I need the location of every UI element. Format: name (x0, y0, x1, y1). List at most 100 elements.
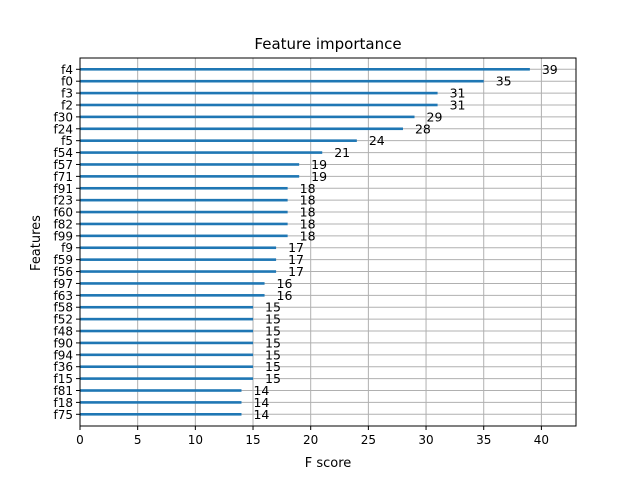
data-label: 14 (253, 395, 269, 410)
data-label: 15 (265, 359, 281, 374)
data-label: 35 (496, 74, 512, 89)
y-tick-label: f90 (54, 336, 74, 350)
bar (80, 365, 254, 369)
x-tick-label: 20 (303, 433, 318, 447)
data-label: 17 (288, 264, 304, 279)
bar (80, 68, 530, 71)
y-tick-label: f18 (54, 396, 74, 410)
y-tick-label: f60 (54, 206, 74, 220)
data-label: 16 (277, 276, 293, 291)
bar (80, 175, 300, 178)
data-label: 15 (265, 347, 281, 362)
data-label: 15 (265, 371, 281, 386)
x-tick-label: 40 (534, 433, 549, 447)
x-tick-label: 0 (76, 433, 84, 447)
data-label: 14 (253, 383, 269, 398)
x-tick-label: 35 (476, 433, 491, 447)
y-tick-label: f30 (54, 110, 74, 124)
bar (80, 294, 265, 297)
bar (80, 186, 288, 190)
bar (80, 91, 438, 95)
data-label: 29 (427, 109, 443, 124)
bar (80, 401, 242, 404)
y-tick-label: f5 (61, 134, 73, 148)
y-tick-label: f58 (54, 301, 74, 315)
x-axis-ticks: 0 5 10 15 20 25 30 35 40 (76, 426, 549, 447)
x-tick-label: 30 (418, 433, 433, 447)
data-label: 19 (311, 157, 327, 172)
y-tick-label: f54 (54, 146, 74, 160)
bar (80, 282, 265, 285)
bar (80, 103, 438, 107)
data-label: 31 (450, 97, 466, 112)
data-label: 28 (415, 121, 431, 136)
y-tick-label: f97 (54, 277, 74, 291)
data-label: 19 (311, 169, 327, 184)
bar (80, 341, 254, 345)
y-tick-label: f36 (54, 360, 74, 374)
x-tick-label: 10 (188, 433, 203, 447)
data-label: 18 (300, 181, 316, 196)
bar-series (80, 68, 530, 416)
y-tick-label: f3 (61, 87, 73, 101)
bar (80, 317, 254, 321)
bar (80, 329, 254, 333)
y-tick-label: f99 (54, 229, 74, 243)
bar (80, 305, 254, 309)
chart-title: Feature importance (254, 35, 401, 53)
bar (80, 246, 277, 250)
bar (80, 127, 403, 131)
y-tick-label: f48 (54, 325, 74, 339)
y-tick-label: f9 (61, 241, 73, 255)
data-label: 17 (288, 252, 304, 267)
data-label: 15 (265, 312, 281, 327)
bar (80, 413, 242, 416)
plot-frame (79, 57, 577, 427)
y-tick-label: f52 (54, 313, 74, 327)
y-tick-label: f4 (61, 63, 73, 77)
data-label: 15 (265, 335, 281, 350)
x-tick-label: 15 (245, 433, 260, 447)
bar (80, 270, 277, 273)
y-tick-label: f23 (54, 194, 74, 208)
bar (80, 234, 288, 238)
bar (80, 139, 357, 142)
x-tick-label: 25 (361, 433, 376, 447)
data-label: 15 (265, 324, 281, 339)
bar (80, 151, 323, 154)
y-tick-label: f57 (54, 158, 74, 172)
data-label: 16 (277, 288, 293, 303)
x-tick-label: 5 (134, 433, 142, 447)
y-tick-label: f63 (54, 289, 74, 303)
y-tick-label: f81 (54, 384, 74, 398)
bar (80, 222, 288, 226)
y-axis-ticks: f4f0f3f2f30f24f5f54f57f71f91f23f60f82f99… (54, 63, 80, 422)
bar (80, 389, 242, 392)
bar (80, 210, 288, 214)
data-label: 18 (300, 216, 316, 231)
y-tick-label: f91 (54, 182, 74, 196)
data-label: 18 (300, 205, 316, 220)
y-tick-label: f15 (54, 372, 74, 386)
y-tick-label: f82 (54, 217, 74, 231)
y-tick-label: f75 (54, 408, 74, 422)
data-label: 18 (300, 228, 316, 243)
x-axis-title: F score (305, 456, 352, 471)
data-label: 18 (300, 193, 316, 208)
data-labels: 3935313129282421191918181818181717171616… (253, 62, 557, 422)
data-label: 21 (334, 145, 350, 160)
data-label: 31 (450, 86, 466, 101)
bar (80, 115, 415, 119)
y-tick-label: f2 (61, 98, 73, 112)
bar (80, 377, 254, 380)
y-tick-label: f59 (54, 253, 74, 267)
bar (80, 258, 277, 261)
y-tick-label: f71 (54, 170, 74, 184)
data-label: 24 (369, 133, 385, 148)
data-label: 15 (265, 300, 281, 315)
data-label: 39 (542, 62, 558, 77)
y-axis-title: Features (29, 215, 44, 271)
bar (80, 163, 300, 166)
data-label: 17 (288, 240, 304, 255)
